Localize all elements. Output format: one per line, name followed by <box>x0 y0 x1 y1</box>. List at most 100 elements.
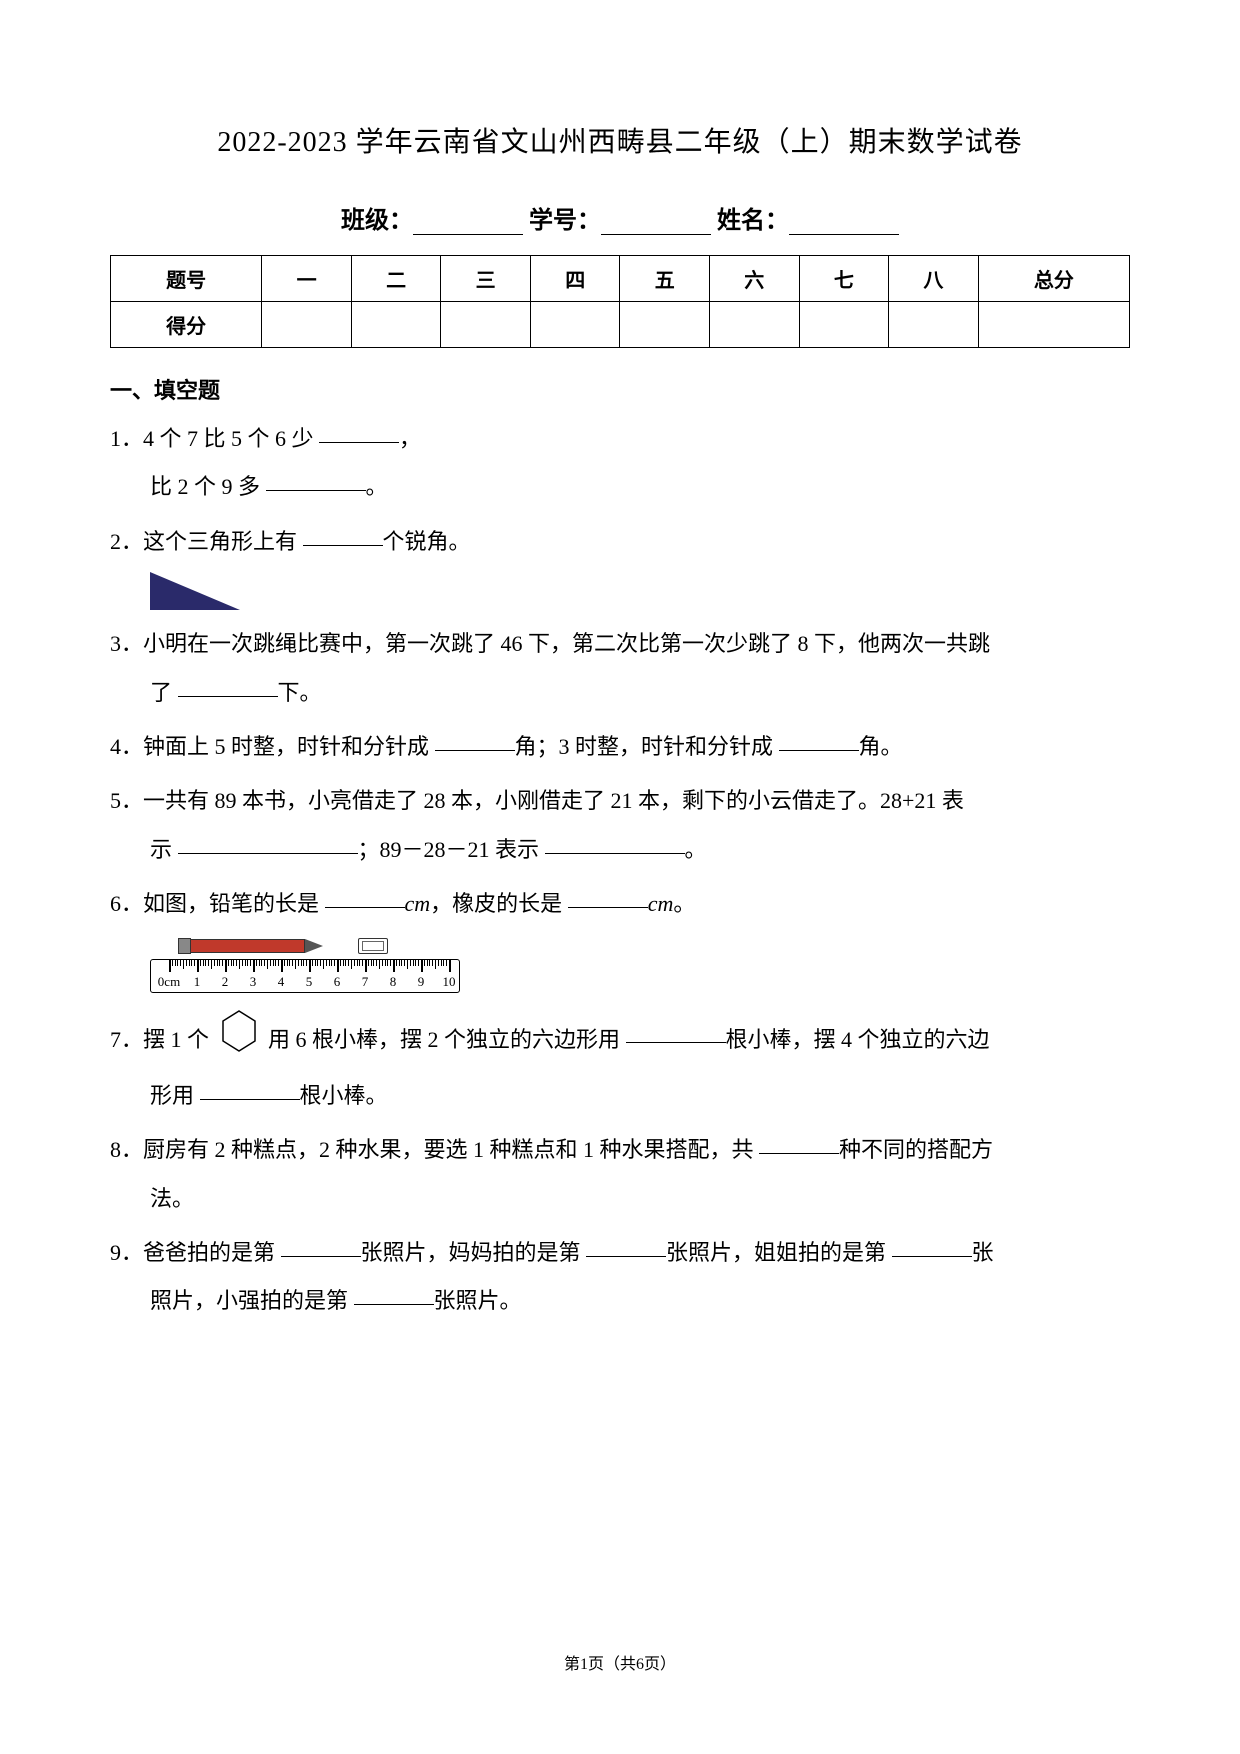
q7-text: 根小棒，摆 4 个独立的六边 <box>726 1026 990 1051</box>
q6-blank-2[interactable] <box>568 888 648 908</box>
q8-blank[interactable] <box>759 1134 839 1154</box>
q7-text: 用 6 根小棒，摆 2 个独立的六边形用 <box>268 1026 626 1051</box>
header-cell: 一 <box>262 256 352 302</box>
q5-text: 5．一共有 89 本书，小亮借走了 28 本，小刚借走了 21 本，剩下的小云借… <box>110 788 964 813</box>
q9-blank-1[interactable] <box>281 1237 361 1257</box>
q1-text: 比 2 个 9 多 <box>150 474 266 499</box>
q9-text: 张 <box>972 1240 994 1265</box>
q9-blank-4[interactable] <box>354 1285 434 1305</box>
row-label-cell: 得分 <box>111 302 262 348</box>
q9-text: 张照片。 <box>434 1288 522 1313</box>
q1-text: ， <box>399 426 421 451</box>
header-cell: 四 <box>530 256 620 302</box>
class-label: 班级： <box>341 208 413 234</box>
eraser-icon <box>358 935 398 955</box>
table-header-row: 题号 一 二 三 四 五 六 七 八 总分 <box>111 256 1130 302</box>
question-3: 3．小明在一次跳绳比赛中，第一次跳了 46 下，第二次比第一次少跳了 8 下，他… <box>110 620 1130 717</box>
score-cell[interactable] <box>710 302 800 348</box>
q5-text: 示 <box>150 837 178 862</box>
question-6: 6．如图，铅笔的长是 cm，橡皮的长是 cm。 <box>110 880 1130 928</box>
header-cell: 六 <box>710 256 800 302</box>
q9-text: 9．爸爸拍的是第 <box>110 1240 281 1265</box>
q3-text: 了 <box>150 680 178 705</box>
q5-blank-2[interactable] <box>545 834 685 854</box>
q8-text: 8．厨房有 2 种糕点，2 种水果，要选 1 种糕点和 1 种水果搭配，共 <box>110 1137 759 1162</box>
q6-text: ，橡皮的长是 <box>430 891 568 916</box>
q5-text: 。 <box>685 837 707 862</box>
q9-blank-3[interactable] <box>892 1237 972 1257</box>
header-cell: 三 <box>441 256 531 302</box>
ruler-figure: ◄ 0cm12345678910 <box>150 937 470 997</box>
q4-text: 角；3 时整，时针和分针成 <box>515 734 779 759</box>
q5-blank-1[interactable] <box>178 834 358 854</box>
score-table: 题号 一 二 三 四 五 六 七 八 总分 得分 <box>110 255 1130 348</box>
q1-blank-1[interactable] <box>319 423 399 443</box>
q9-text: 张照片，妈妈拍的是第 <box>361 1240 587 1265</box>
score-cell[interactable] <box>441 302 531 348</box>
q7-text: 根小棒。 <box>300 1083 388 1108</box>
q6-unit: cm <box>405 891 431 916</box>
question-4: 4．钟面上 5 时整，时针和分针成 角；3 时整，时针和分针成 角。 <box>110 723 1130 771</box>
id-blank[interactable] <box>601 211 711 235</box>
eraser-inner <box>362 941 384 951</box>
question-2: 2．这个三角形上有 个锐角。 <box>110 518 1130 566</box>
name-label: 姓名： <box>717 208 789 234</box>
class-blank[interactable] <box>413 211 523 235</box>
header-cell: 五 <box>620 256 710 302</box>
score-cell[interactable] <box>620 302 710 348</box>
header-cell: 七 <box>799 256 889 302</box>
question-1: 1．4 个 7 比 5 个 6 少 ， 比 2 个 9 多 。 <box>110 415 1130 512</box>
score-cell[interactable] <box>799 302 889 348</box>
header-cell: 八 <box>889 256 979 302</box>
score-cell[interactable] <box>262 302 352 348</box>
q2-text: 个锐角。 <box>383 529 471 554</box>
q8-text: 法。 <box>150 1186 194 1211</box>
student-info-line: 班级： 学号： 姓名： <box>110 200 1130 235</box>
question-8: 8．厨房有 2 种糕点，2 种水果，要选 1 种糕点和 1 种水果搭配，共 种不… <box>110 1126 1130 1223</box>
q4-blank-2[interactable] <box>779 731 859 751</box>
ruler-labels: 0cm12345678910 <box>159 974 453 990</box>
question-7: 7．摆 1 个 用 6 根小棒，摆 2 个独立的六边形用 根小棒，摆 4 个独立… <box>110 1011 1130 1121</box>
q6-text: 6．如图，铅笔的长是 <box>110 891 325 916</box>
pencil-tip <box>305 939 323 953</box>
q1-blank-2[interactable] <box>266 471 366 491</box>
q6-blank-1[interactable] <box>325 888 405 908</box>
q2-blank[interactable] <box>303 526 383 546</box>
q1-text: 1．4 个 7 比 5 个 6 少 <box>110 426 319 451</box>
triangle-icon <box>150 572 240 610</box>
q7-blank-1[interactable] <box>626 1023 726 1043</box>
header-cell: 总分 <box>978 256 1129 302</box>
ruler-icon: 0cm12345678910 <box>150 959 460 993</box>
header-cell: 题号 <box>111 256 262 302</box>
q7-blank-2[interactable] <box>200 1080 300 1100</box>
pencil-icon: ◄ <box>178 937 323 955</box>
q7-text: 7．摆 1 个 <box>110 1026 209 1051</box>
score-cell[interactable] <box>978 302 1129 348</box>
score-cell[interactable] <box>889 302 979 348</box>
q4-blank-1[interactable] <box>435 731 515 751</box>
table-score-row: 得分 <box>111 302 1130 348</box>
question-9: 9．爸爸拍的是第 张照片，妈妈拍的是第 张照片，姐姐拍的是第 张 照片，小强拍的… <box>110 1229 1130 1326</box>
q9-blank-2[interactable] <box>586 1237 666 1257</box>
score-cell[interactable] <box>530 302 620 348</box>
q9-text: 照片，小强拍的是第 <box>150 1288 354 1313</box>
hexagon-icon <box>219 1009 259 1070</box>
pencil-body <box>190 939 305 953</box>
q5-text: ；89－28－21 表示 <box>358 837 545 862</box>
question-5: 5．一共有 89 本书，小亮借走了 28 本，小刚借走了 21 本，剩下的小云借… <box>110 777 1130 874</box>
q2-text: 2．这个三角形上有 <box>110 529 303 554</box>
q3-text: 3．小明在一次跳绳比赛中，第一次跳了 46 下，第二次比第一次少跳了 8 下，他… <box>110 631 990 656</box>
q3-text: 下。 <box>278 680 322 705</box>
q6-unit: cm <box>648 891 674 916</box>
q4-text: 4．钟面上 5 时整，时针和分针成 <box>110 734 435 759</box>
name-blank[interactable] <box>789 211 899 235</box>
section-1-title: 一、填空题 <box>110 373 1130 405</box>
q4-text: 角。 <box>859 734 903 759</box>
q6-text: 。 <box>673 891 695 916</box>
q3-blank[interactable] <box>178 677 278 697</box>
q8-text: 种不同的搭配方 <box>839 1137 993 1162</box>
q7-text: 形用 <box>150 1083 200 1108</box>
score-cell[interactable] <box>351 302 441 348</box>
page-footer: 第1页（共6页） <box>0 1650 1240 1674</box>
id-label: 学号： <box>529 208 601 234</box>
